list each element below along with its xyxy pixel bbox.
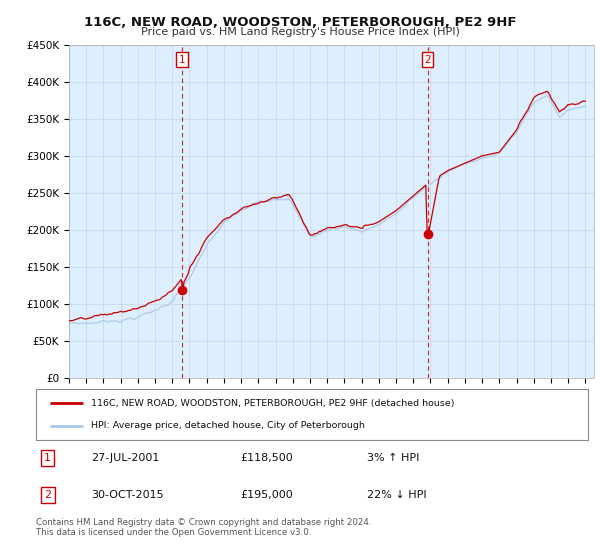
Text: 2: 2 xyxy=(424,55,431,64)
Text: 30-OCT-2015: 30-OCT-2015 xyxy=(91,490,164,500)
Text: Price paid vs. HM Land Registry's House Price Index (HPI): Price paid vs. HM Land Registry's House … xyxy=(140,27,460,37)
Text: 2: 2 xyxy=(44,490,52,500)
Text: 116C, NEW ROAD, WOODSTON, PETERBOROUGH, PE2 9HF (detached house): 116C, NEW ROAD, WOODSTON, PETERBOROUGH, … xyxy=(91,399,455,408)
Text: 1: 1 xyxy=(179,55,185,64)
Text: £195,000: £195,000 xyxy=(240,490,293,500)
Text: 3% ↑ HPI: 3% ↑ HPI xyxy=(367,453,419,463)
Text: 1: 1 xyxy=(44,453,51,463)
Text: 27-JUL-2001: 27-JUL-2001 xyxy=(91,453,160,463)
Text: £118,500: £118,500 xyxy=(240,453,293,463)
FancyBboxPatch shape xyxy=(36,389,588,440)
Text: 22% ↓ HPI: 22% ↓ HPI xyxy=(367,490,427,500)
Text: HPI: Average price, detached house, City of Peterborough: HPI: Average price, detached house, City… xyxy=(91,422,365,431)
Text: 116C, NEW ROAD, WOODSTON, PETERBOROUGH, PE2 9HF: 116C, NEW ROAD, WOODSTON, PETERBOROUGH, … xyxy=(84,16,516,29)
Text: Contains HM Land Registry data © Crown copyright and database right 2024.
This d: Contains HM Land Registry data © Crown c… xyxy=(36,518,371,538)
